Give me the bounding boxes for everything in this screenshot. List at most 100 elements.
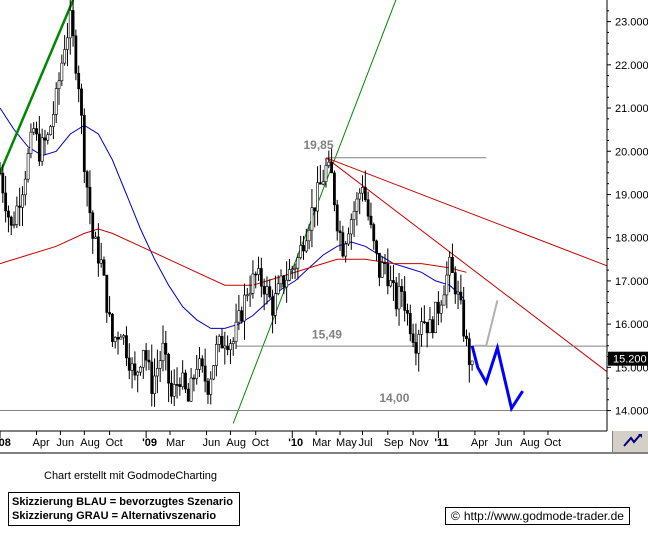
candle-body: [122, 335, 126, 338]
moving-average-1: [0, 228, 467, 286]
scenario-legend: Skizzierung BLAU = bevorzugtes Szenario …: [8, 492, 240, 526]
candle-body: [26, 153, 30, 180]
candle-body: [425, 321, 429, 334]
candle-body: [77, 72, 81, 90]
candle-body: [459, 291, 463, 301]
candle-body: [240, 310, 244, 322]
candle-body: [4, 192, 8, 212]
current-price-box: [608, 351, 648, 366]
candle-body: [125, 335, 128, 359]
candle-body: [302, 245, 305, 252]
candle-body: [358, 192, 362, 200]
candle-body: [209, 378, 213, 395]
candle-body: [428, 319, 432, 334]
candle-body: [18, 205, 22, 208]
candle-body: [288, 269, 291, 281]
candle-body: [108, 312, 111, 315]
candle-body: [265, 286, 269, 295]
candle-body: [403, 291, 407, 311]
candle-body: [12, 224, 16, 226]
plot-background: [0, 0, 607, 430]
candle-body: [347, 233, 350, 245]
candle-body: [422, 321, 426, 323]
legend-blue-label: Skizzierung BLAU = bevorzugtes Szenario: [12, 496, 233, 508]
candle-body: [0, 172, 2, 175]
candle-body: [397, 286, 401, 310]
legend-grey-label: Skizzierung GRAU = Alternativszenario: [12, 510, 217, 522]
candle-body: [451, 256, 454, 273]
annotation-layer: 19,85 15,49 14,00: [304, 138, 410, 405]
candle-body: [383, 262, 387, 264]
x-tick-label: May: [336, 437, 357, 449]
candle-body: [321, 181, 325, 185]
candle-body: [35, 128, 38, 135]
candle-body: [445, 274, 449, 296]
candle-body: [453, 272, 457, 295]
candle-body: [71, 10, 75, 37]
price-chart: 19,85 15,49 14,00 23.000 22.000 21.000 20.000…: [0, 0, 648, 454]
candle-body: [167, 353, 171, 384]
candle-body: [198, 358, 201, 370]
candle-body: [389, 280, 393, 287]
candle-body: [217, 335, 221, 345]
candle-body: [102, 259, 106, 276]
candle-body: [57, 80, 61, 89]
candle-body: [119, 336, 123, 340]
candle-body: [74, 35, 78, 74]
candle-body: [37, 133, 41, 162]
candle-body: [386, 263, 390, 287]
candle-body: [94, 236, 97, 239]
candle-body: [271, 296, 274, 316]
candle-body: [363, 187, 367, 201]
candle-body: [335, 204, 339, 232]
candle-body: [442, 294, 446, 306]
candle-body: [254, 273, 258, 276]
candle-body: [344, 243, 348, 257]
candle-body: [380, 262, 384, 278]
candle-body: [223, 345, 227, 349]
candle-body: [212, 365, 215, 380]
candle-body: [245, 294, 249, 297]
candle-body: [327, 161, 331, 166]
y-tick-label: 20.000: [615, 146, 648, 158]
candle-body: [330, 161, 334, 174]
candle-body: [195, 369, 199, 379]
candle-body: [436, 301, 440, 314]
candle-body: [91, 212, 95, 239]
candle-body: [141, 350, 145, 368]
candle-body: [136, 371, 140, 376]
candle-body: [431, 319, 435, 333]
candle-body: [411, 333, 415, 343]
candle-body: [116, 337, 120, 340]
candle-body: [85, 171, 89, 188]
candle-body: [158, 360, 162, 369]
candle-body: [279, 275, 283, 285]
candle-body: [310, 207, 314, 231]
candle-body: [318, 182, 322, 185]
candle-body: [406, 310, 409, 314]
scenario-path-0: [470, 342, 524, 413]
x-tick-label: '11: [434, 437, 448, 449]
candle-body: [251, 273, 255, 294]
candle-body: [1, 172, 5, 194]
y-axis: 23.000 22.000 21.000 20.000 19.000 18.000 17.0…: [606, 0, 648, 431]
x-tick-label: Mar: [312, 437, 331, 449]
candle-body: [147, 359, 151, 363]
candle-body: [377, 252, 381, 278]
candle-body: [164, 342, 168, 355]
candle-body: [51, 114, 55, 127]
candle-body: [338, 230, 342, 233]
candle-body: [46, 134, 50, 141]
candle-body: [434, 301, 437, 333]
candle-body: [361, 187, 364, 194]
chart-tool-button[interactable]: [612, 431, 648, 452]
candle-body: [366, 199, 370, 217]
candle-body: [316, 182, 319, 212]
candle-body: [324, 165, 328, 183]
source-link[interactable]: © http://www.godmode-trader.de: [445, 507, 630, 525]
candle-body: [113, 337, 117, 342]
level-label-1: 15,49: [312, 327, 342, 341]
overlay-layer: [0, 0, 608, 424]
x-tick-label: Mar: [166, 437, 185, 449]
level-label-2: 14,00: [379, 391, 409, 405]
